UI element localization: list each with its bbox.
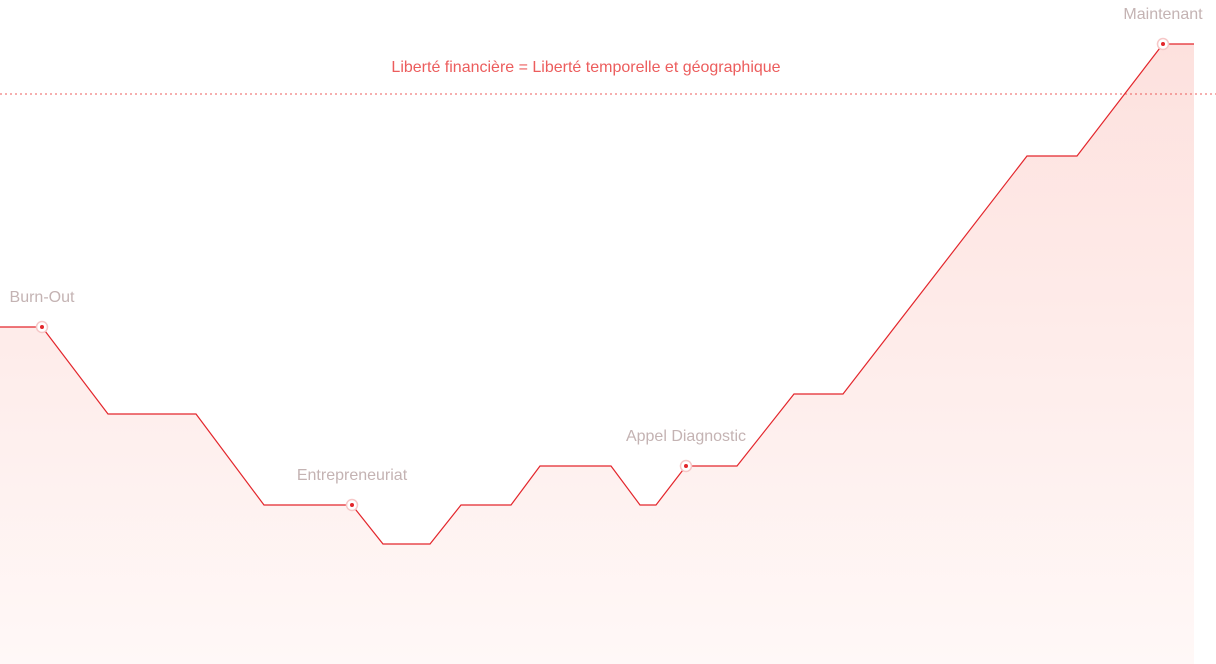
milestone-marker <box>1161 42 1165 46</box>
milestone-marker <box>40 325 44 329</box>
milestone-0: Burn-Out <box>10 289 75 334</box>
area-fill <box>0 44 1194 664</box>
milestone-label: Maintenant <box>1123 6 1203 23</box>
milestone-label: Burn-Out <box>10 289 75 306</box>
milestone-1: Entrepreneuriat <box>297 467 408 512</box>
milestone-marker <box>684 464 688 468</box>
reference-line-label: Liberté financière = Liberté temporelle … <box>391 59 780 76</box>
series-line <box>0 43 1194 545</box>
milestone-marker <box>350 503 354 507</box>
milestone-2: Appel Diagnostic <box>626 428 746 473</box>
milestone-3: Maintenant <box>1123 6 1203 51</box>
milestone-label: Entrepreneuriat <box>297 467 408 484</box>
milestones: Burn-Out Entrepreneuriat Appel Diagnostic M… <box>10 6 1203 512</box>
milestone-label: Appel Diagnostic <box>626 428 746 445</box>
